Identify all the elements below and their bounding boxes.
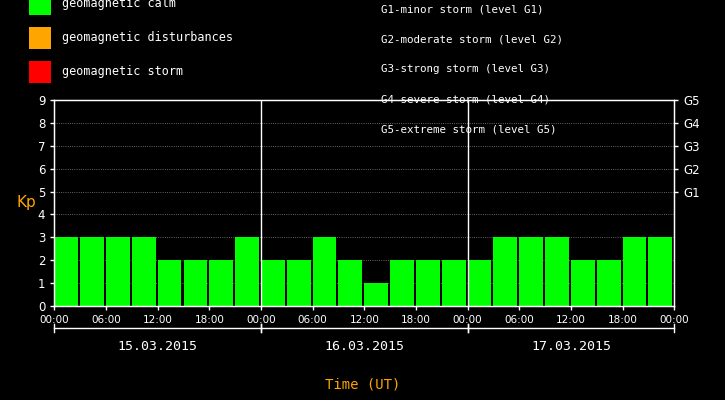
Text: 15.03.2015: 15.03.2015 [117, 340, 198, 352]
Text: 17.03.2015: 17.03.2015 [531, 340, 611, 352]
Bar [261, 260, 285, 306]
Bar [364, 283, 388, 306]
Bar [287, 260, 310, 306]
Text: geomagnetic disturbances: geomagnetic disturbances [62, 32, 233, 44]
Bar [132, 237, 156, 306]
Bar [416, 260, 440, 306]
Bar [157, 260, 181, 306]
Text: G3-strong storm (level G3): G3-strong storm (level G3) [381, 64, 550, 74]
Bar [339, 260, 362, 306]
Bar [183, 260, 207, 306]
Text: geomagnetic calm: geomagnetic calm [62, 0, 175, 10]
Bar [235, 237, 259, 306]
Bar [390, 260, 414, 306]
Text: G1-minor storm (level G1): G1-minor storm (level G1) [381, 4, 543, 14]
Bar [597, 260, 621, 306]
Bar [54, 237, 78, 306]
Bar [648, 237, 672, 306]
Y-axis label: Kp: Kp [17, 196, 36, 210]
Bar [312, 237, 336, 306]
Bar [494, 237, 517, 306]
Text: G4-severe storm (level G4): G4-severe storm (level G4) [381, 94, 550, 104]
Bar [80, 237, 104, 306]
Bar [210, 260, 233, 306]
Bar [623, 237, 647, 306]
Bar [519, 237, 543, 306]
Text: 16.03.2015: 16.03.2015 [324, 340, 405, 352]
Bar [468, 260, 492, 306]
Bar [442, 260, 465, 306]
Bar [545, 237, 569, 306]
Text: Time (UT): Time (UT) [325, 378, 400, 392]
Text: G2-moderate storm (level G2): G2-moderate storm (level G2) [381, 34, 563, 44]
Bar [106, 237, 130, 306]
Text: geomagnetic storm: geomagnetic storm [62, 66, 183, 78]
Bar [571, 260, 594, 306]
Text: G5-extreme storm (level G5): G5-extreme storm (level G5) [381, 124, 556, 134]
